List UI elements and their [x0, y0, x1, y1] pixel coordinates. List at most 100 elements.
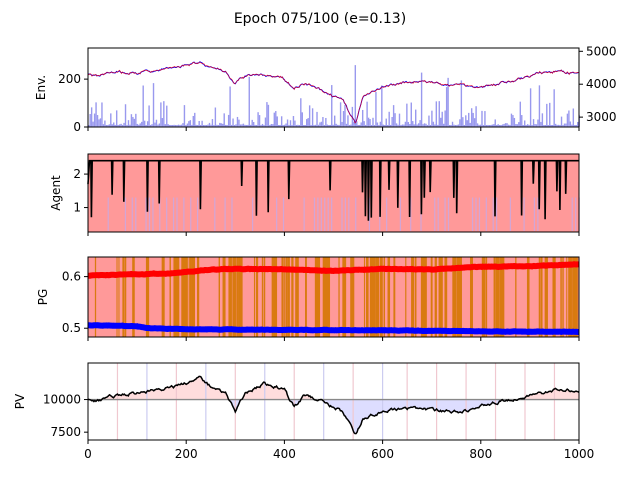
volume-bar: [574, 125, 576, 127]
pg-stripe: [124, 257, 127, 337]
volume-bar: [425, 123, 427, 127]
volume-bar: [95, 102, 97, 127]
volume-bar: [323, 124, 326, 127]
volume-bar: [263, 124, 265, 127]
volume-bar: [375, 91, 377, 127]
pg-stripe: [483, 257, 486, 337]
volume-bar: [518, 122, 520, 127]
agent-stripe: [148, 197, 151, 231]
volume-bar: [451, 121, 454, 127]
volume-bar: [422, 124, 424, 127]
volume-bar: [406, 103, 408, 127]
volume-bar: [442, 123, 445, 127]
volume-bar: [151, 124, 153, 127]
volume-bar: [286, 119, 289, 127]
pg-stripe: [493, 257, 496, 337]
price-line: [87, 61, 580, 124]
pg-stripe: [456, 257, 460, 337]
pg-stripe: [228, 257, 232, 337]
y-tick-label: 0.5: [62, 321, 81, 335]
volume-bar: [473, 118, 476, 127]
volume-bar: [123, 122, 125, 127]
agent-stripe: [485, 197, 487, 231]
panel-pg: 0.5 0.6 PG: [36, 256, 580, 341]
agent-stripe: [159, 197, 161, 231]
pg-stripe: [572, 257, 575, 337]
volume-bar: [300, 98, 302, 127]
volume-bar: [469, 122, 471, 127]
panels: 0200300040005000Env.12Agent0.50.6PG75001…: [13, 44, 617, 461]
agent-stripe: [172, 197, 175, 231]
agent-stripe: [447, 197, 450, 231]
volume-bar: [216, 124, 218, 127]
volume-bar: [202, 124, 205, 127]
volume-bar: [93, 113, 96, 127]
volume-bar: [354, 65, 357, 127]
volume-bar: [124, 104, 127, 127]
volume-bar: [560, 116, 563, 127]
volume-bar: [138, 124, 140, 127]
volume-bar: [465, 115, 467, 127]
volume-bar: [111, 124, 113, 127]
pg-stripe: [452, 257, 456, 337]
pg-stripe: [405, 257, 407, 337]
volume-bar: [566, 113, 569, 127]
agent-stripe: [331, 197, 333, 231]
volume-bar: [415, 109, 417, 127]
agent-stripe: [327, 197, 329, 231]
volume-bar: [361, 109, 364, 127]
volume-bar: [513, 117, 516, 127]
pg-stripe: [424, 257, 427, 337]
volume-bar: [494, 119, 496, 127]
volume-bar: [226, 124, 228, 127]
volume-bar: [479, 124, 482, 127]
volume-bar: [205, 124, 208, 127]
volume-bar: [571, 124, 573, 127]
agent-stripe: [348, 197, 350, 231]
volume-bar: [550, 124, 552, 127]
x-tick-label: 200: [175, 447, 198, 461]
volume-bar: [250, 124, 252, 127]
volume-bar: [569, 121, 572, 127]
volume-bar: [356, 121, 358, 127]
volume-bar: [135, 113, 137, 127]
volume-bar: [130, 114, 133, 127]
volume-bar: [280, 116, 283, 127]
volume-bar: [118, 124, 121, 127]
pg-stripe: [230, 257, 232, 337]
volume-bar: [264, 117, 267, 127]
pg-stripe: [287, 257, 290, 337]
volume-bar: [127, 120, 130, 127]
volume-bar: [500, 124, 502, 127]
agent-stripe: [190, 197, 192, 231]
volume-bar: [105, 125, 108, 127]
volume-bar: [129, 124, 131, 127]
volume-bar: [161, 118, 164, 127]
pg-stripe: [562, 257, 564, 337]
volume-bar: [404, 121, 407, 127]
volume-bar: [113, 122, 115, 127]
volume-bar: [126, 124, 128, 127]
volume-bar: [90, 107, 93, 127]
volume-bar: [381, 85, 383, 127]
volume-bar: [251, 119, 253, 127]
volume-bar: [120, 123, 122, 127]
volume-bar: [562, 124, 564, 127]
volume-bar: [149, 124, 152, 127]
volume-bar: [294, 120, 296, 127]
pg-stripe: [342, 257, 347, 337]
agent-stripe: [399, 197, 401, 231]
volume-bar: [198, 121, 200, 127]
pg-stripe: [526, 257, 530, 337]
volume-bar: [490, 124, 492, 127]
volume-bar: [456, 124, 458, 127]
volume-bar: [207, 124, 209, 127]
y-tick-label: 2: [73, 167, 81, 181]
volume-bar: [412, 121, 414, 127]
volume-bar: [192, 115, 194, 127]
pg-stripe: [314, 257, 319, 337]
pg-stripe: [305, 257, 307, 337]
volume-bar: [252, 122, 255, 127]
volume-bar: [507, 124, 510, 127]
